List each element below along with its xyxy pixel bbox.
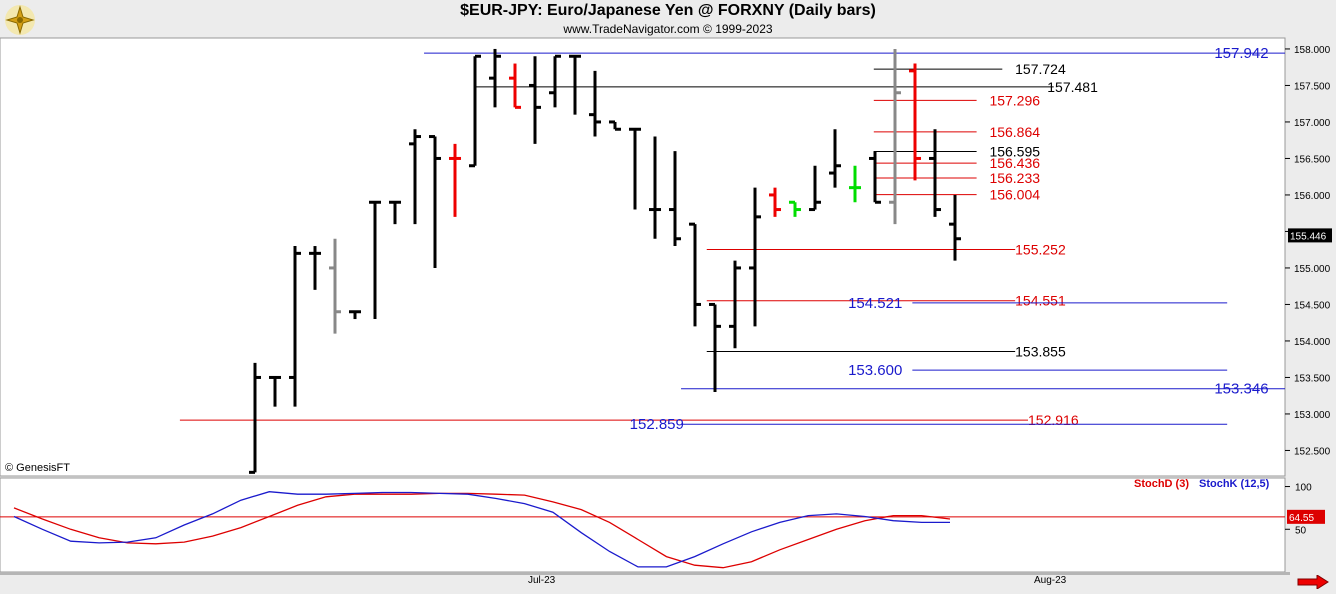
level-label: 156.233 [989,170,1040,186]
stochastic-panel [0,477,1286,573]
y-tick-label: 157.000 [1294,118,1331,129]
scroll-right-arrow-icon[interactable] [1297,574,1329,590]
last-price-label: 155.446 [1290,231,1327,242]
level-label: 152.916 [1028,412,1079,428]
level-label: 154.521 [848,295,902,312]
x-axis-strip [0,572,1290,575]
last-price-box [1288,228,1332,243]
x-label-jul: Jul-23 [528,575,556,586]
level-label: 152.859 [630,416,684,433]
x-label-aug: Aug-23 [1034,575,1067,586]
level-label: 157.942 [1214,45,1268,62]
copyright-text: © GenesisFT [5,462,70,474]
y-tick-label: 157.500 [1294,81,1331,92]
stochd-legend: StochD (3) [1134,478,1189,490]
stoch-y-tick-label: 50 [1295,525,1307,536]
level-label: 157.296 [989,92,1040,108]
stoch-series-line [13,492,951,569]
level-label: 156.864 [989,124,1040,140]
y-tick-label: 154.000 [1294,337,1331,348]
price-panel [0,37,1286,477]
y-tick-label: 154.500 [1294,300,1331,311]
chart-title: $EUR-JPY: Euro/Japanese Yen @ FORXNY (Da… [460,2,876,19]
trade-navigator-logo-icon [3,3,37,37]
stochk-legend: StochK (12,5) [1199,478,1270,490]
y-tick-label: 156.500 [1294,154,1331,165]
chart-subtitle: www.TradeNavigator.com © 1999-2023 [563,22,773,36]
level-label: 153.855 [1015,344,1066,360]
y-tick-label: 152.500 [1294,446,1331,457]
y-tick-label: 156.000 [1294,191,1331,202]
level-label: 156.436 [989,155,1040,171]
stoch-last-label: 64.55 [1289,513,1314,524]
stoch-y-tick-label: 100 [1295,483,1312,494]
level-label: 156.004 [989,187,1040,203]
level-label: 156.595 [989,144,1040,160]
level-label: 153.346 [1214,381,1268,398]
level-label: 155.252 [1015,242,1066,258]
y-tick-label: 155.000 [1294,264,1331,275]
y-tick-label: 158.000 [1294,45,1331,56]
level-label: 153.600 [848,362,902,379]
y-tick-label: 153.500 [1294,373,1331,384]
stoch-series-line [13,491,950,568]
level-label: 157.481 [1047,79,1098,95]
level-label: 157.724 [1015,61,1066,77]
level-label: 154.551 [1015,293,1066,309]
stoch-last-box [1287,509,1325,524]
y-tick-label: 153.000 [1294,410,1331,421]
